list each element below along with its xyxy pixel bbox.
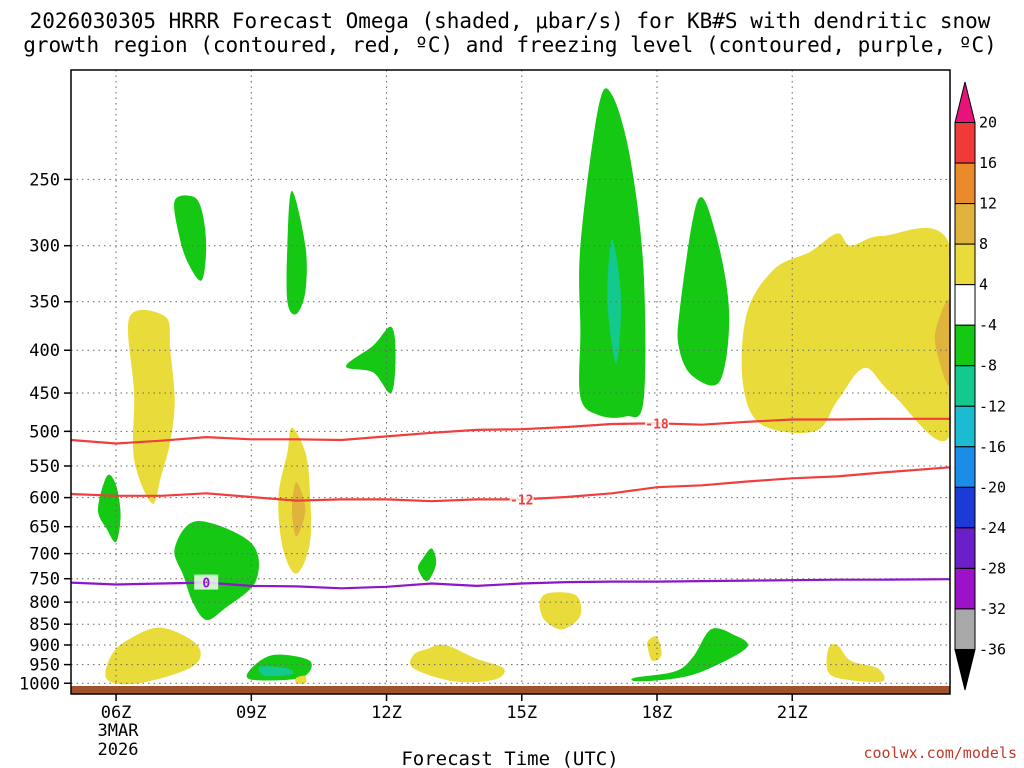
dotted-grid xyxy=(71,70,950,694)
colorbar-segment-11 xyxy=(954,527,976,569)
colorbar-segment-7 xyxy=(954,365,976,407)
omega-region-11 xyxy=(258,666,294,677)
y-tick-label-250: 250 xyxy=(29,170,60,190)
colorbar-segment-5 xyxy=(954,284,976,326)
y-tick-label-800: 800 xyxy=(29,593,60,613)
omega-region-7 xyxy=(607,239,622,364)
source-credit: coolwx.com/models xyxy=(863,744,1017,762)
colorbar-segment-6 xyxy=(954,324,976,367)
x-tick-label-06Z: 06Z xyxy=(101,703,132,723)
omega-region-18 xyxy=(647,636,662,661)
y-tick-label-550: 550 xyxy=(29,457,60,477)
x-date-label-year: 2026 xyxy=(98,740,139,760)
time-axis: 06Z 09Z 12Z 15Z 18Z 21Z xyxy=(101,694,808,723)
y-tick-label-1000: 1000 xyxy=(19,674,60,694)
colorbar-label--24: -24 xyxy=(979,519,1006,537)
omega-region-20 xyxy=(934,299,950,387)
omega-region-1 xyxy=(286,190,307,315)
colorbar-label-16: 16 xyxy=(979,154,997,172)
colorbar-segment-12 xyxy=(954,567,976,610)
colorbar-label--36: -36 xyxy=(979,640,1006,658)
contour-label-bg--18 xyxy=(645,415,669,431)
y-tick-label-400: 400 xyxy=(29,341,60,361)
colorbar-label--8: -8 xyxy=(979,357,997,375)
x-tick-label-15Z: 15Z xyxy=(506,703,537,723)
colorbar-segment-10 xyxy=(954,486,976,529)
colorbar-segment-3 xyxy=(954,203,976,245)
contour-lines: -18 -12 0 xyxy=(71,415,950,592)
colorbar-label--12: -12 xyxy=(979,397,1006,415)
x-date-label-month: 3MAR xyxy=(98,721,140,741)
x-axis-label: Forecast Time (UTC) xyxy=(401,748,618,768)
colorbar-segment-13 xyxy=(954,608,976,650)
x-tick-label-21Z: 21Z xyxy=(777,703,808,723)
omega-region-16 xyxy=(409,644,505,683)
omega-region-0 xyxy=(174,195,207,281)
y-tick-label-650: 650 xyxy=(29,518,60,538)
x-tick-label-12Z: 12Z xyxy=(371,703,402,723)
contour-label--18: -18 xyxy=(645,417,669,432)
omega-region-4 xyxy=(174,521,260,621)
y-tick-label-600: 600 xyxy=(29,489,60,509)
contour-line--18 xyxy=(71,417,950,445)
pressure-axis: 2503003504004505005506006507007508008509… xyxy=(19,170,71,694)
colorbar-bottom-triangle xyxy=(954,648,976,691)
omega-shaded-regions xyxy=(98,88,950,685)
contour-label-0: 0 xyxy=(202,577,210,592)
y-tick-label-950: 950 xyxy=(29,656,60,676)
omega-region-5 xyxy=(417,548,437,582)
chart-title-line-1: 2026030305 HRRR Forecast Omega (shaded, … xyxy=(30,9,991,33)
x-tick-label-18Z: 18Z xyxy=(642,703,673,723)
colorbar-label-8: 8 xyxy=(979,235,988,253)
colorbar-label--32: -32 xyxy=(979,600,1006,618)
colorbar-label--28: -28 xyxy=(979,559,1006,577)
plot-frame xyxy=(70,69,951,695)
contour-label-bg-0 xyxy=(194,574,219,590)
omega-region-15 xyxy=(105,627,201,685)
colorbar-label--20: -20 xyxy=(979,478,1006,496)
omega-region-9 xyxy=(631,628,748,682)
colorbar-segment-8 xyxy=(954,405,976,448)
colorbar-label-20: 20 xyxy=(979,114,997,132)
omega-region-3 xyxy=(98,474,121,543)
y-tick-label-500: 500 xyxy=(29,422,60,442)
y-tick-label-450: 450 xyxy=(29,384,60,404)
colorbar-label--16: -16 xyxy=(979,438,1006,456)
colorbar-top-triangle xyxy=(954,81,976,124)
omega-region-2 xyxy=(346,326,396,394)
omega-region-22 xyxy=(295,675,307,685)
y-tick-label-750: 750 xyxy=(29,570,60,590)
y-tick-label-850: 850 xyxy=(29,615,60,635)
omega-region-17 xyxy=(539,592,582,630)
x-tick-label-09Z: 09Z xyxy=(236,703,267,723)
y-tick-label-350: 350 xyxy=(29,293,60,313)
y-tick-label-300: 300 xyxy=(29,237,60,257)
colorbar-segment-4 xyxy=(954,243,976,286)
omega-colorbar: 20 16 12 8 4 -4 -8 -12 -16 -20 -24 -28 -32 -36 xyxy=(954,81,1006,691)
colorbar-label--4: -4 xyxy=(979,316,997,334)
y-tick-label-700: 700 xyxy=(29,545,60,565)
colorbar-label-12: 12 xyxy=(979,195,997,213)
colorbar-label-4: 4 xyxy=(979,276,988,294)
omega-region-19 xyxy=(741,227,950,442)
colorbar-segment-9 xyxy=(954,446,976,488)
y-tick-label-900: 900 xyxy=(29,636,60,656)
colorbar-segment-2 xyxy=(954,162,976,205)
omega-region-14 xyxy=(291,482,306,537)
surface-terrain xyxy=(71,686,950,694)
contour-label-bg--12 xyxy=(509,491,534,507)
chart-title-line-2: growth region (contoured, red, ºC) and f… xyxy=(23,33,997,57)
colorbar-segment-1 xyxy=(954,122,976,164)
omega-region-12 xyxy=(127,309,175,504)
omega-region-8 xyxy=(677,197,730,386)
contour-line--12 xyxy=(71,466,950,503)
omega-region-21 xyxy=(826,644,885,683)
contour-label--12: -12 xyxy=(510,493,533,508)
